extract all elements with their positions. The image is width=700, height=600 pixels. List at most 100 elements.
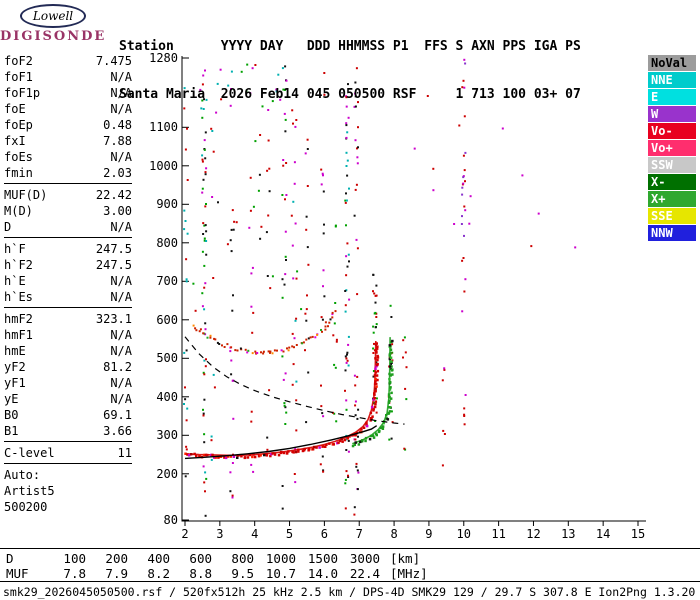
- param-value: N/A: [110, 328, 132, 342]
- muf-row: MUF 7.8 7.9 8.2 8.8 9.5 10.7 14.0 22.4 [MHz]: [6, 566, 428, 581]
- f-layer-x-mode-trace: [351, 337, 394, 448]
- param-value: 3.66: [103, 424, 132, 438]
- param-value: N/A: [110, 344, 132, 358]
- distance-row-value: 200: [105, 551, 128, 566]
- param-label: hmF1: [4, 328, 33, 342]
- param-value: 22.42: [95, 188, 132, 202]
- x-axis-label: 15: [630, 527, 646, 541]
- legend-item-x: X-: [648, 174, 696, 190]
- lowell-logo-oval: Lowell: [20, 4, 86, 28]
- param-label: h`F: [4, 242, 26, 256]
- legend-item-e: E: [648, 89, 696, 105]
- legend-item-vo: Vo-: [648, 123, 696, 139]
- y-axis-label: 400: [156, 389, 178, 404]
- muf-row-value: 8.2: [147, 566, 170, 581]
- y-axis-label: 600: [156, 312, 178, 327]
- legend-item-nne: NNE: [648, 72, 696, 88]
- param-value: 7.88: [103, 134, 132, 148]
- param-row-fof2: foF2 7.475: [4, 53, 132, 69]
- y-axis-labels: 1280 1100 1000 900 800 700 600 500 400 300 200 80: [140, 0, 178, 600]
- plot-axes: [181, 56, 646, 526]
- header-columns-line: Station YYYY DAY DDD HHMMSS P1 FFS S AXN…: [119, 39, 581, 54]
- param-row-yf1: yF1 N/A: [4, 375, 132, 391]
- logo-lowell-text: Lowell: [32, 9, 74, 23]
- param-label: h`F2: [4, 258, 33, 272]
- y-axis-label: 800: [156, 235, 178, 250]
- param-value: 11: [117, 446, 132, 460]
- param-row-h-f2: h`F2 247.5: [4, 257, 132, 273]
- param-row-foe: foE N/A: [4, 101, 132, 117]
- x-axis-label: 14: [595, 527, 611, 541]
- param-value: 323.1: [95, 312, 132, 326]
- x-axis-label: 10: [456, 527, 471, 541]
- param-label: 500200: [4, 500, 48, 514]
- param-row-h-f: h`F 247.5: [4, 241, 132, 257]
- muf-row-value: 8.8: [189, 566, 212, 581]
- x-axis-label: 5: [285, 527, 294, 541]
- param-row-h-e: h`E N/A: [4, 273, 132, 289]
- distance-row-value: 1500: [307, 551, 338, 566]
- param-label: MUF(D): [4, 188, 48, 202]
- param-row-hmf1: hmF1 N/A: [4, 327, 132, 343]
- x-axis-label: 13: [561, 527, 576, 541]
- param-row-fmin: fmin 2.03: [4, 165, 132, 181]
- param-value: 247.5: [95, 258, 132, 272]
- param-label: D: [4, 220, 12, 234]
- distance-row: D 100 200 400 600 800 1000 1500 3000 [km]: [6, 551, 428, 566]
- param-label: Auto:: [4, 468, 41, 482]
- muf-row-label: MUF: [6, 566, 29, 581]
- param-label: yF1: [4, 376, 26, 390]
- param-row-artist5: Artist5: [4, 483, 132, 499]
- param-row-fxi: fxI 7.88: [4, 133, 132, 149]
- param-value: N/A: [110, 392, 132, 406]
- header-values-line: Santa Maria 2026 Feb14 045 050500 RSF 1 …: [119, 87, 581, 102]
- muf-row-value: 9.5: [231, 566, 254, 581]
- param-label: foF1p: [4, 86, 41, 100]
- distance-row-value: 100: [63, 551, 86, 566]
- y-axis-label: 900: [156, 197, 178, 212]
- param-row-fof1p: foF1p N/A: [4, 85, 132, 101]
- y-axis-label: 200: [156, 466, 178, 481]
- group-divider: [4, 441, 132, 442]
- distance-row-value: 800: [231, 551, 254, 566]
- table-divider: [0, 548, 700, 549]
- distance-row-value: 400: [147, 551, 170, 566]
- y-axis-label: 1100: [149, 120, 178, 135]
- param-row-hmf2: hmF2 323.1: [4, 311, 132, 327]
- legend-item-w: W: [648, 106, 696, 122]
- param-label: hmE: [4, 344, 26, 358]
- param-value: N/A: [110, 274, 132, 288]
- y-axis-label: 1000: [149, 158, 178, 173]
- artist-true-height-profile: [184, 425, 378, 460]
- y-axis-label: 1280: [149, 51, 178, 65]
- param-label: C-level: [4, 446, 55, 460]
- param-label: foF1: [4, 70, 33, 84]
- param-value: 81.2: [103, 360, 132, 374]
- x-axis-label: 4: [251, 527, 259, 541]
- distance-row-value: 3000: [349, 551, 380, 566]
- header-block: Station YYYY DAY DDD HHMMSS P1 FFS S AXN…: [119, 7, 581, 135]
- x-axis-label: 8: [390, 527, 398, 541]
- param-value: N/A: [110, 290, 132, 304]
- distance-row-value: 1000: [265, 551, 296, 566]
- param-label: B0: [4, 408, 19, 422]
- x-axis-label: 3: [216, 527, 224, 541]
- logo-digisonde-text: DIGISONDE: [0, 29, 107, 44]
- x-axis-label: 6: [320, 527, 328, 541]
- y-axis-label: 300: [156, 428, 178, 443]
- param-row-fof1: foF1 N/A: [4, 69, 132, 85]
- param-row-auto: Auto:: [4, 467, 132, 483]
- param-label: foE: [4, 102, 26, 116]
- param-row-b1: B1 3.66: [4, 423, 132, 439]
- param-value: N/A: [110, 102, 132, 116]
- muf-transmission-curve: [184, 336, 405, 425]
- param-row-500200: 500200: [4, 499, 132, 515]
- param-row-d: D N/A: [4, 219, 132, 235]
- param-label: h`E: [4, 274, 26, 288]
- param-row-c-level: C-level 11: [4, 445, 132, 461]
- distance-row-unit: [km]: [390, 551, 421, 566]
- legend-item-x: X+: [648, 191, 696, 207]
- y-axis-label: 80: [163, 513, 178, 527]
